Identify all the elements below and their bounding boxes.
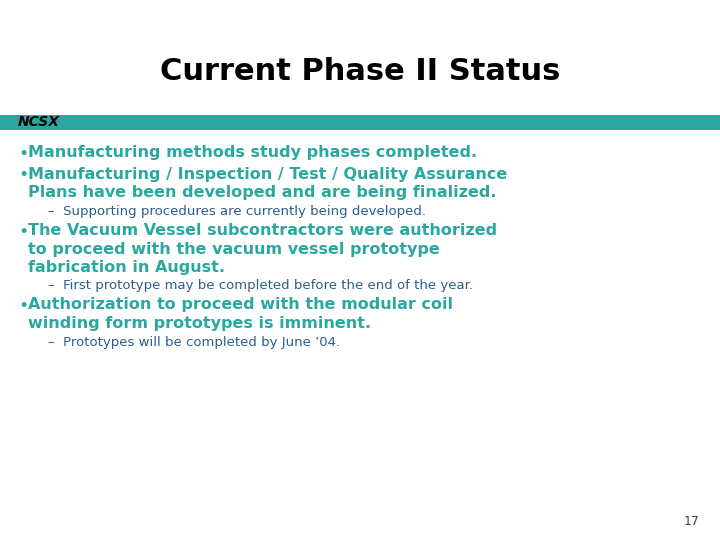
Text: Current Phase II Status: Current Phase II Status (160, 57, 560, 86)
Text: NCSX: NCSX (18, 116, 60, 130)
Text: –  Supporting procedures are currently being developed.: – Supporting procedures are currently be… (48, 206, 426, 219)
Text: •: • (18, 145, 28, 163)
Text: •: • (18, 166, 28, 185)
Text: –  First prototype may be completed before the end of the year.: – First prototype may be completed befor… (48, 280, 473, 293)
Text: –  Prototypes will be completed by June ’04.: – Prototypes will be completed by June ’… (48, 336, 340, 349)
Text: •: • (18, 223, 28, 241)
Text: Manufacturing / Inspection / Test / Quality Assurance
Plans have been developed : Manufacturing / Inspection / Test / Qual… (28, 166, 508, 200)
Text: Authorization to proceed with the modular coil
winding form prototypes is immine: Authorization to proceed with the modula… (28, 297, 453, 330)
Text: The Vacuum Vessel subcontractors were authorized
to proceed with the vacuum vess: The Vacuum Vessel subcontractors were au… (28, 223, 497, 275)
Text: 17: 17 (684, 515, 700, 528)
Text: •: • (18, 297, 28, 315)
Text: Manufacturing methods study phases completed.: Manufacturing methods study phases compl… (28, 145, 477, 160)
Bar (0, 115, 720, 130)
